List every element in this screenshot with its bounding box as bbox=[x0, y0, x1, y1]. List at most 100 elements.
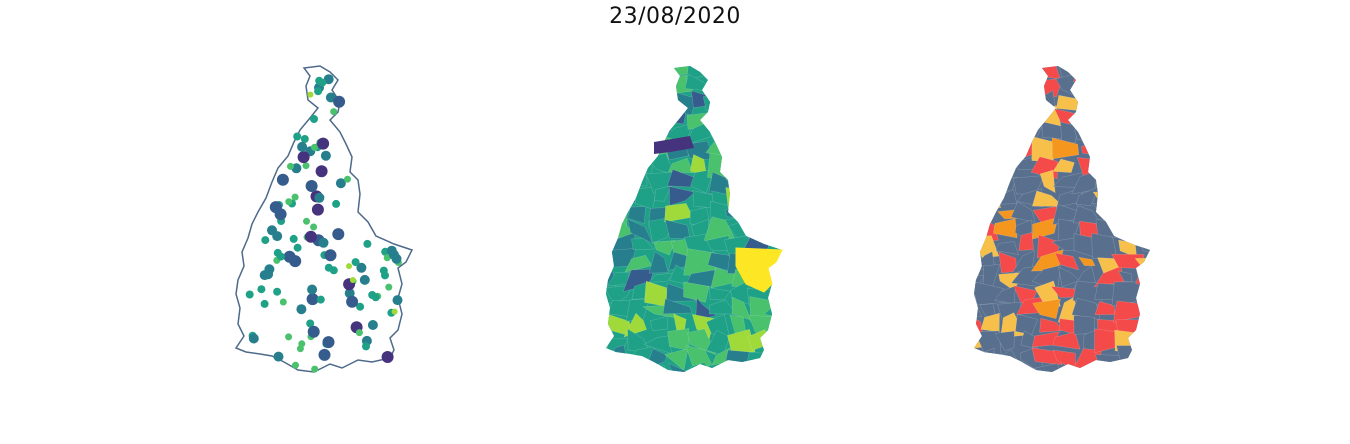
municipality-cell bbox=[662, 298, 693, 315]
municipality-cell bbox=[940, 346, 965, 366]
municipality-cell bbox=[627, 206, 646, 224]
municipality-cell bbox=[1003, 120, 1021, 144]
municipality-cell bbox=[915, 58, 941, 82]
municipality-point bbox=[381, 351, 394, 363]
municipality-cell bbox=[552, 352, 574, 366]
municipality-cell bbox=[1015, 313, 1038, 336]
municipality-cell bbox=[995, 73, 1014, 97]
municipality-cell bbox=[1054, 252, 1080, 271]
municipality-cell bbox=[769, 204, 782, 220]
municipality-cell bbox=[974, 107, 986, 129]
municipality-cell bbox=[1140, 138, 1150, 160]
municipality-cell bbox=[1010, 201, 1036, 223]
municipality-cell bbox=[974, 362, 985, 372]
municipality-cell bbox=[1072, 72, 1097, 95]
municipality-cell bbox=[546, 202, 575, 226]
municipality-cell bbox=[606, 187, 616, 210]
municipality-cell bbox=[683, 281, 710, 303]
municipality-cell bbox=[606, 248, 608, 275]
municipality-cell bbox=[1130, 328, 1150, 352]
municipality-cell bbox=[1096, 153, 1123, 173]
municipality-cell bbox=[651, 66, 671, 82]
municipality-cell bbox=[1073, 66, 1099, 83]
municipality-cell bbox=[974, 168, 978, 195]
municipality-cell bbox=[606, 232, 611, 260]
municipality-cell bbox=[565, 137, 596, 158]
municipality-cell bbox=[606, 351, 617, 369]
municipality-cell bbox=[1114, 175, 1144, 196]
municipality-cell bbox=[913, 362, 936, 379]
municipality-cell bbox=[932, 64, 965, 81]
municipality-cell bbox=[1039, 169, 1056, 194]
municipality-cell bbox=[1119, 106, 1138, 131]
municipality-cell bbox=[729, 361, 755, 372]
municipality-cell bbox=[545, 73, 574, 100]
municipality-point bbox=[363, 239, 372, 248]
points-layer bbox=[245, 74, 403, 373]
municipality-point bbox=[306, 319, 315, 328]
municipality-cell bbox=[606, 93, 616, 106]
municipality-point bbox=[298, 340, 306, 348]
municipality-cell bbox=[772, 75, 782, 97]
municipality-cell bbox=[1039, 317, 1063, 333]
municipality-cell bbox=[1116, 122, 1139, 142]
municipality-cell bbox=[938, 282, 958, 302]
municipality-cell bbox=[1081, 140, 1103, 156]
municipality-point bbox=[248, 333, 259, 344]
municipality-cell bbox=[571, 361, 596, 379]
municipality-point bbox=[296, 304, 307, 315]
municipality-point bbox=[304, 230, 317, 243]
municipality-cell bbox=[627, 66, 655, 78]
municipality-point bbox=[386, 245, 397, 256]
municipality-cell bbox=[606, 317, 611, 340]
municipality-point bbox=[307, 91, 314, 98]
municipality-point bbox=[245, 290, 254, 299]
municipality-cell bbox=[992, 218, 1018, 239]
municipality-cell bbox=[545, 90, 568, 106]
municipality-point bbox=[302, 162, 310, 170]
municipality-cell bbox=[668, 157, 694, 174]
municipality-cell bbox=[935, 329, 962, 346]
municipality-point bbox=[317, 137, 330, 150]
municipality-cell bbox=[913, 238, 940, 257]
municipality-cell bbox=[649, 315, 668, 331]
municipality-cell bbox=[1135, 200, 1150, 226]
municipality-cell bbox=[932, 217, 962, 236]
municipality-cell bbox=[1121, 225, 1144, 240]
municipality-cell bbox=[1116, 345, 1140, 370]
municipality-cell bbox=[1111, 66, 1145, 78]
municipality-cell bbox=[709, 287, 731, 301]
municipality-cell bbox=[606, 369, 611, 372]
municipality-cell bbox=[920, 169, 937, 190]
municipality-cell bbox=[573, 354, 590, 367]
municipality-point bbox=[260, 299, 269, 308]
municipality-cell bbox=[730, 74, 754, 93]
municipality-cell bbox=[1078, 256, 1096, 266]
municipality-cell bbox=[952, 97, 973, 111]
municipality-point bbox=[391, 308, 398, 315]
municipality-cell bbox=[606, 139, 637, 155]
municipality-cell bbox=[546, 323, 573, 339]
municipality-point bbox=[318, 348, 331, 361]
municipality-cell bbox=[566, 176, 593, 190]
municipality-cell bbox=[545, 108, 565, 121]
municipality-cell bbox=[766, 92, 782, 109]
municipality-point bbox=[303, 217, 310, 225]
municipality-cell bbox=[1132, 174, 1150, 195]
municipality-point bbox=[257, 285, 266, 294]
municipality-cell bbox=[913, 154, 943, 177]
municipality-point bbox=[371, 293, 380, 302]
municipality-point bbox=[349, 277, 356, 283]
municipality-cell bbox=[606, 333, 609, 353]
municipality-cell bbox=[934, 130, 965, 145]
municipality-cell bbox=[943, 169, 964, 186]
municipality-point bbox=[297, 141, 308, 152]
municipality-cell bbox=[762, 350, 782, 371]
municipality-point bbox=[291, 193, 299, 201]
municipality-cell bbox=[606, 160, 617, 172]
municipality-point bbox=[332, 199, 341, 208]
municipality-point bbox=[320, 150, 331, 161]
municipality-cell bbox=[610, 94, 637, 116]
municipality-cell bbox=[933, 191, 956, 205]
municipality-cell bbox=[564, 241, 595, 254]
